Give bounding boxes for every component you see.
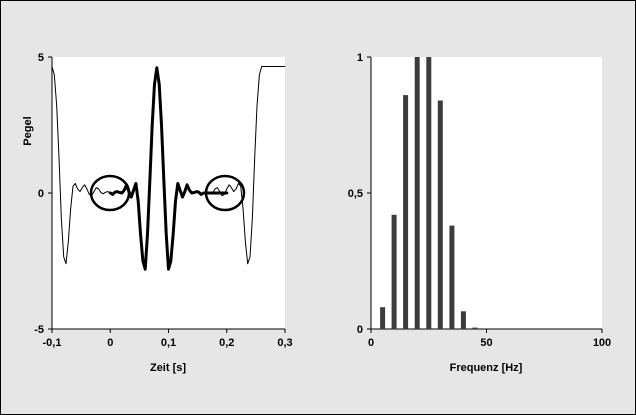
spectrum-bar bbox=[472, 327, 478, 329]
spectrum-x-axis-title: Frequenz [Hz] bbox=[450, 362, 523, 374]
spectrum-plot-area bbox=[371, 57, 602, 329]
highlight-circle-0 bbox=[89, 174, 131, 212]
time-plot-area bbox=[52, 57, 285, 329]
time-x-tick-label: -0,1 bbox=[43, 337, 62, 349]
spectrum-x-tick-label: 100 bbox=[593, 337, 611, 349]
spectrum-bar bbox=[403, 95, 409, 329]
time-x-tick-label: 0 bbox=[107, 337, 113, 349]
spectrum-bar bbox=[414, 57, 420, 329]
spectrum-y-tick-label: 0,5 bbox=[348, 188, 363, 200]
time-y-axis-title: Pegel bbox=[22, 116, 34, 145]
spectrum-bar bbox=[380, 307, 386, 329]
time-y-tick-label: -5 bbox=[34, 324, 44, 336]
time-y-tick-label: 5 bbox=[38, 52, 44, 64]
time-x-tick-label: 0,1 bbox=[161, 337, 176, 349]
spectrum-x-tick-label: 50 bbox=[480, 337, 492, 349]
spectrum-bar bbox=[426, 57, 432, 329]
spectrum-bar bbox=[460, 311, 466, 329]
spectrum-bar bbox=[437, 100, 443, 329]
spectrum-bar bbox=[449, 225, 455, 329]
time-x-tick-label: 0,2 bbox=[219, 337, 234, 349]
spectrum-y-tick-label: 1 bbox=[357, 52, 363, 64]
spectrum-chart: 0 50 100 1 0,5 0 Frequenz [Hz] bbox=[348, 52, 611, 374]
spectrum-y-tick-label: 0 bbox=[357, 324, 363, 336]
spectrum-bar bbox=[391, 214, 397, 329]
time-x-tick-label: 0,3 bbox=[277, 337, 292, 349]
spectrum-x-tick-label: 0 bbox=[368, 337, 374, 349]
highlight-circle-0-2 bbox=[204, 174, 246, 212]
time-y-tick-label: 0 bbox=[38, 188, 44, 200]
time-signal-chart: -0,1 0 0,1 0,2 0,3 5 0 -5 Zeit [s] Pegel bbox=[22, 52, 293, 374]
time-x-axis-title: Zeit [s] bbox=[150, 362, 186, 374]
